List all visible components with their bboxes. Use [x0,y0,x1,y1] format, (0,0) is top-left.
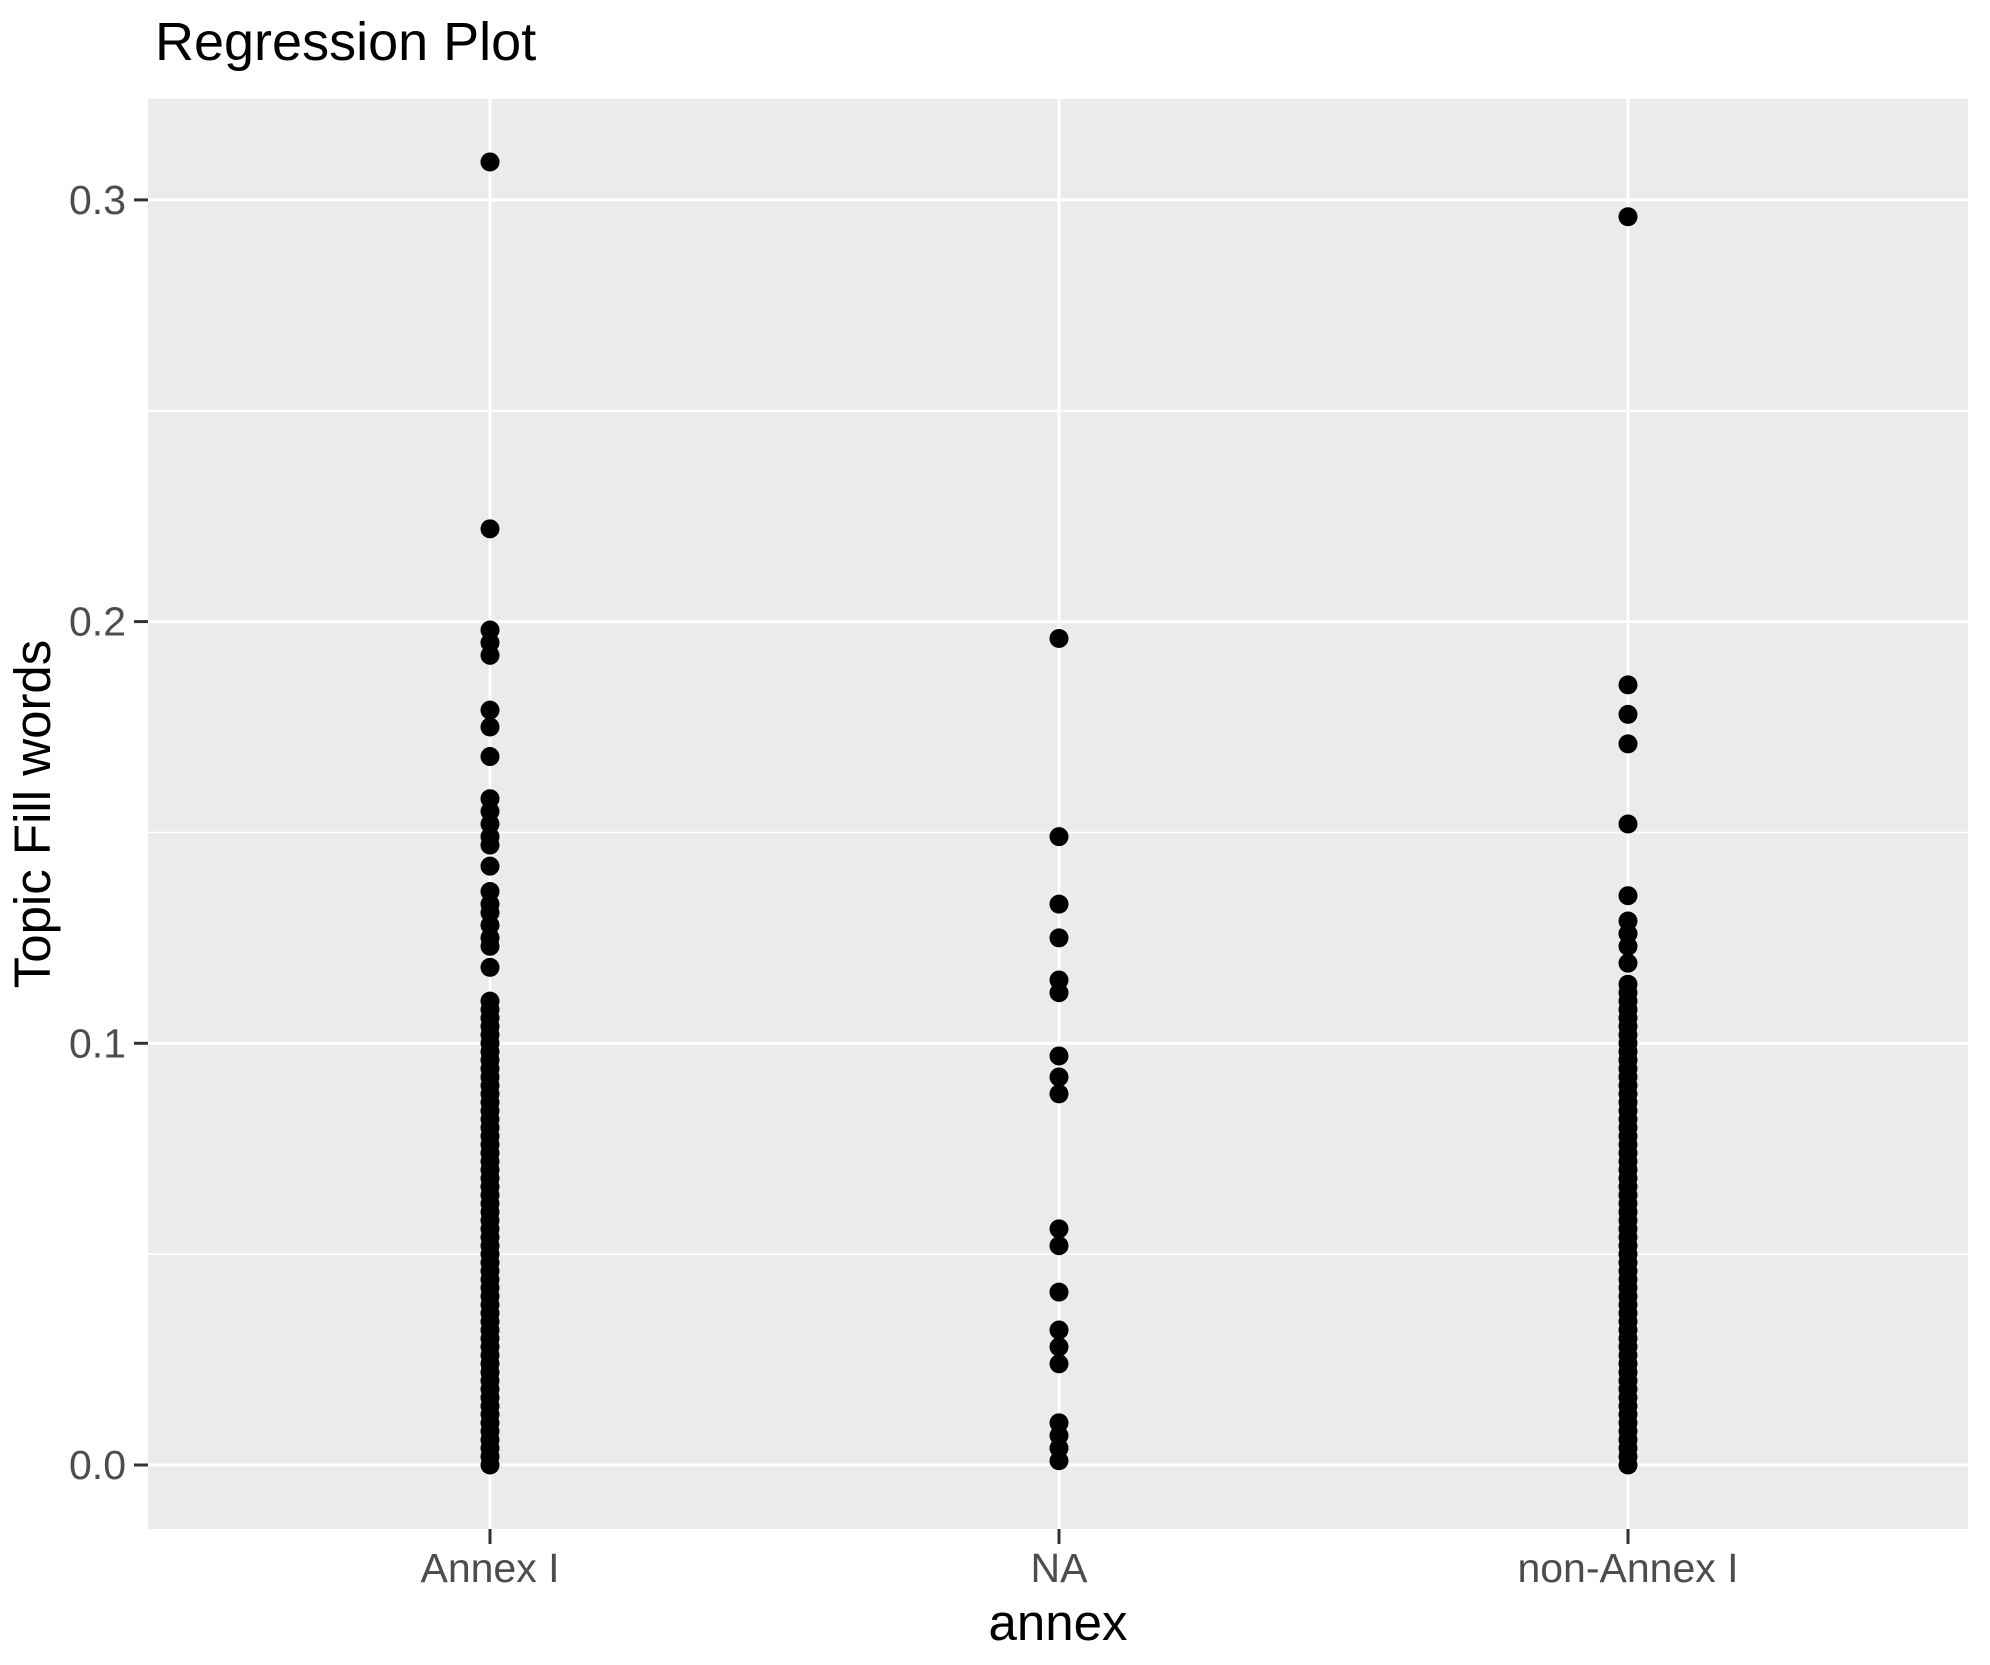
data-point [1618,207,1638,227]
data-point [480,747,500,767]
data-point [1049,1451,1069,1471]
data-point [1049,1084,1069,1104]
data-point [480,856,500,876]
data-point [1049,894,1069,914]
data-point [480,835,500,855]
data-point [1049,628,1069,648]
data-point [1618,936,1638,956]
y-tick-label: 0.0 [69,1442,126,1488]
data-point [1618,675,1638,695]
data-point [480,152,500,172]
data-point [480,1455,500,1475]
data-point [1049,1320,1069,1340]
y-tick-label: 0.3 [69,177,126,223]
tick-layer [134,198,1630,1544]
data-point [1618,953,1638,973]
data-point [480,717,500,737]
data-point [1049,1236,1069,1256]
y-tick-label: 0.2 [69,599,126,645]
data-point [1618,704,1638,724]
data-point [480,936,500,956]
data-point [1049,827,1069,847]
data-point [1049,983,1069,1003]
y-axis-title: Topic Fill words [4,640,61,989]
data-point [1049,1337,1069,1357]
data-point [1049,1282,1069,1302]
data-point [1618,1455,1638,1475]
x-tick-label: non-Annex I [1517,1545,1738,1591]
data-point [1618,734,1638,754]
data-point [1049,1067,1069,1087]
data-point [1049,1046,1069,1066]
plot-title: Regression Plot [155,12,537,72]
data-point [1049,1219,1069,1239]
data-point [1049,1354,1069,1374]
data-point-layer [480,152,1638,1475]
tick-label-layer: 0.0 0.1 0.2 0.3 Annex I NA non-Annex I [69,177,1739,1591]
data-point [1049,928,1069,948]
data-point [480,957,500,977]
data-point [480,700,500,720]
data-point [480,519,500,539]
y-tick-label: 0.1 [69,1020,126,1066]
x-tick-label: NA [1031,1545,1089,1591]
data-point [1618,886,1638,906]
data-point [480,645,500,665]
x-axis-title: annex [989,1594,1128,1651]
data-point [1618,814,1638,834]
x-tick-label: Annex I [420,1545,559,1591]
